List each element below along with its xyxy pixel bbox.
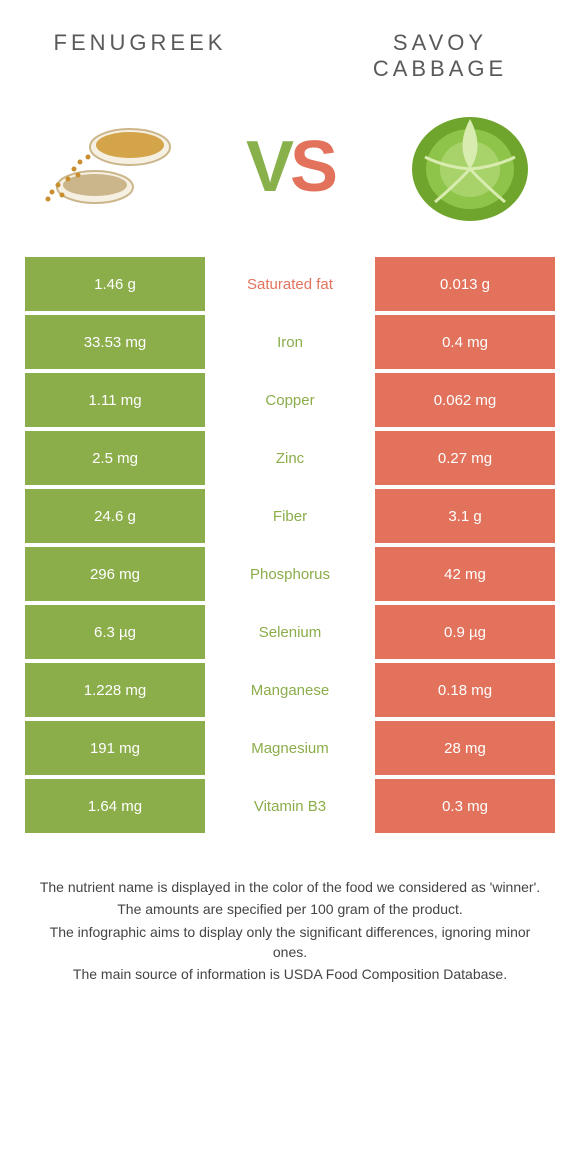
left-value: 33.53 mg (25, 315, 205, 369)
images-row: VS (0, 92, 580, 257)
right-value: 0.013 g (375, 257, 555, 311)
table-row: 2.5 mgZinc0.27 mg (25, 431, 555, 485)
right-value: 0.4 mg (375, 315, 555, 369)
right-value: 0.18 mg (375, 663, 555, 717)
table-row: 33.53 mgIron0.4 mg (25, 315, 555, 369)
left-value: 24.6 g (25, 489, 205, 543)
nutrient-label: Zinc (205, 431, 375, 485)
left-value: 2.5 mg (25, 431, 205, 485)
left-value: 1.11 mg (25, 373, 205, 427)
table-row: 1.228 mgManganese0.18 mg (25, 663, 555, 717)
left-food-name: Fenugreek (40, 30, 240, 82)
right-food-name: Savoy cabbage (340, 30, 540, 82)
savoy-cabbage-image (395, 102, 545, 232)
nutrient-label: Manganese (205, 663, 375, 717)
nutrient-label: Saturated fat (205, 257, 375, 311)
left-value: 1.228 mg (25, 663, 205, 717)
left-value: 1.46 g (25, 257, 205, 311)
table-row: 6.3 µgSelenium0.9 µg (25, 605, 555, 659)
nutrient-label: Fiber (205, 489, 375, 543)
right-value: 0.9 µg (375, 605, 555, 659)
header: Fenugreek Savoy cabbage (0, 0, 580, 92)
footnotes: The nutrient name is displayed in the co… (0, 837, 580, 984)
left-value: 191 mg (25, 721, 205, 775)
nutrient-label: Vitamin B3 (205, 779, 375, 833)
right-value: 0.3 mg (375, 779, 555, 833)
left-value: 6.3 µg (25, 605, 205, 659)
right-value: 0.27 mg (375, 431, 555, 485)
table-row: 191 mgMagnesium28 mg (25, 721, 555, 775)
right-value: 0.062 mg (375, 373, 555, 427)
table-row: 1.11 mgCopper0.062 mg (25, 373, 555, 427)
left-value: 1.64 mg (25, 779, 205, 833)
right-value: 28 mg (375, 721, 555, 775)
footnote-line: The amounts are specified per 100 gram o… (35, 899, 545, 919)
table-row: 1.46 gSaturated fat0.013 g (25, 257, 555, 311)
nutrient-label: Iron (205, 315, 375, 369)
comparison-table: 1.46 gSaturated fat0.013 g33.53 mgIron0.… (0, 257, 580, 833)
right-value: 3.1 g (375, 489, 555, 543)
footnote-line: The infographic aims to display only the… (35, 922, 545, 963)
fenugreek-image (35, 102, 185, 232)
nutrient-label: Copper (205, 373, 375, 427)
footnote-line: The nutrient name is displayed in the co… (35, 877, 545, 897)
nutrient-label: Phosphorus (205, 547, 375, 601)
right-value: 42 mg (375, 547, 555, 601)
table-row: 24.6 gFiber3.1 g (25, 489, 555, 543)
vs-s: S (290, 127, 334, 207)
vs-label: VS (246, 131, 334, 203)
left-value: 296 mg (25, 547, 205, 601)
nutrient-label: Magnesium (205, 721, 375, 775)
nutrient-label: Selenium (205, 605, 375, 659)
table-row: 1.64 mgVitamin B30.3 mg (25, 779, 555, 833)
footnote-line: The main source of information is USDA F… (35, 964, 545, 984)
table-row: 296 mgPhosphorus42 mg (25, 547, 555, 601)
vs-v: V (246, 127, 290, 207)
